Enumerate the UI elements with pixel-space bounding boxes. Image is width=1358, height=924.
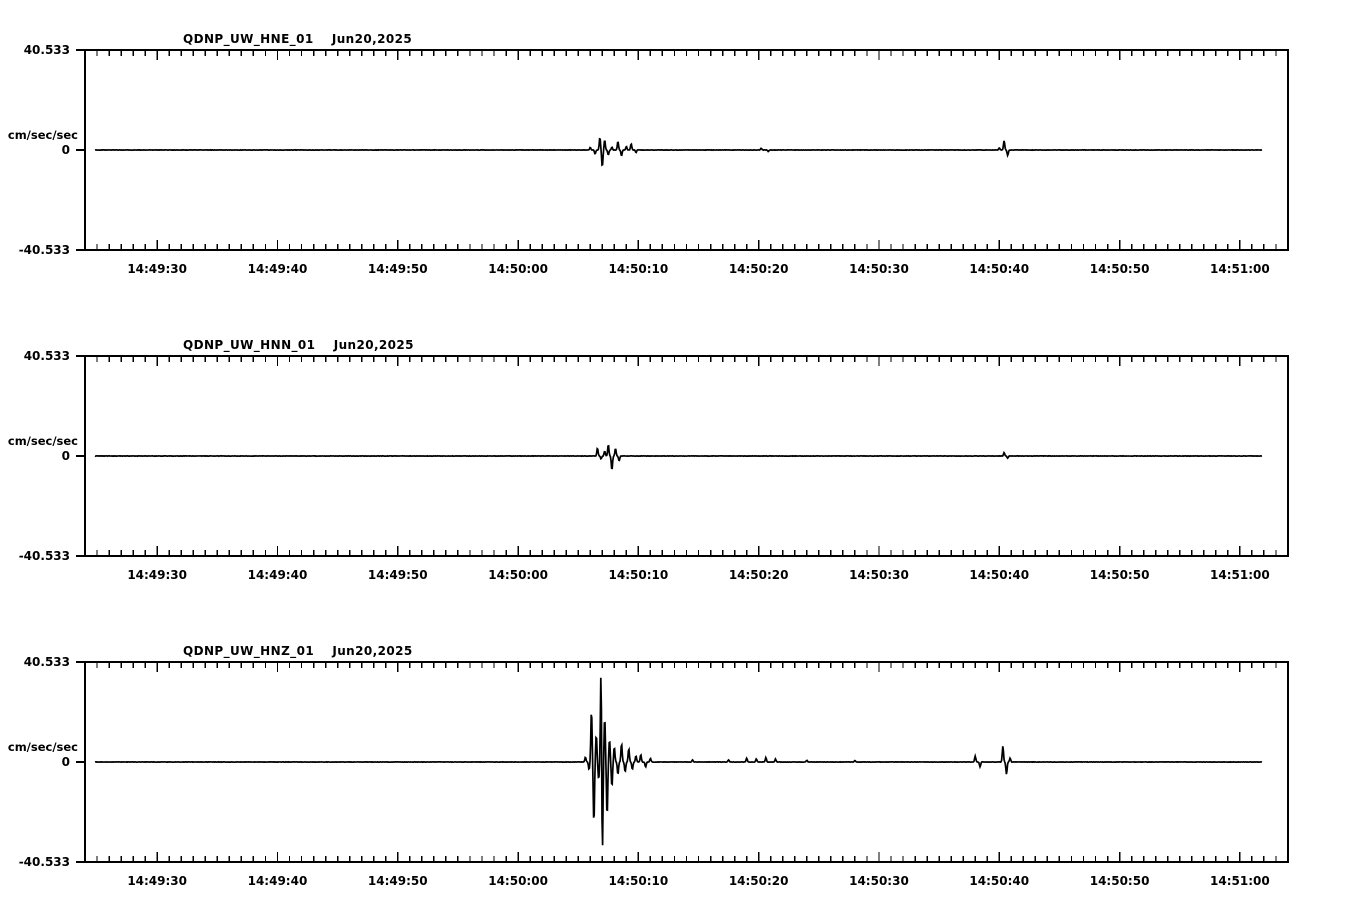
x-tick-label-hne-6: 14:50:30 [849,262,909,276]
y-tick-label-hne-0: 40.533 [23,43,70,57]
plot-canvas-hne [76,49,1289,251]
y-tick-label-hnz-2: -40.533 [18,855,70,869]
x-tick-label-hne-4: 14:50:10 [608,262,669,276]
y-tick-label-hnn-1: 0 [61,449,70,463]
x-tick-label-hne-7: 14:50:40 [969,262,1030,276]
x-tick-label-hnn-6: 14:50:30 [849,568,909,582]
y-tick-label-hne-2: -40.533 [18,243,70,257]
y-tick-label-hne-1: 0 [61,143,70,157]
y-axis-units-hnz: cm/sec/sec [7,740,78,754]
y-axis-units-hne: cm/sec/sec [7,128,78,142]
x-tick-label-hnn-9: 14:51:00 [1210,568,1270,582]
x-tick-label-hnn-7: 14:50:40 [969,568,1030,582]
x-tick-label-hne-5: 14:50:20 [728,262,789,276]
x-tick-label-hnz-2: 14:49:50 [367,874,428,888]
x-tick-label-hnz-5: 14:50:20 [728,874,789,888]
waveform-trace-hnz [94,677,1263,846]
x-tick-label-hnz-3: 14:50:00 [488,874,548,888]
x-tick-label-hne-3: 14:50:00 [488,262,548,276]
x-tick-label-hne-8: 14:50:50 [1089,262,1150,276]
y-tick-label-hnn-0: 40.533 [23,349,70,363]
x-tick-label-hnz-9: 14:51:00 [1210,874,1270,888]
plot-canvas-hnz [76,661,1289,863]
x-tick-label-hnn-5: 14:50:20 [728,568,789,582]
x-tick-label-hnz-7: 14:50:40 [969,874,1030,888]
x-tick-label-hne-1: 14:49:40 [247,262,308,276]
panel-title-hnz: QDNP_UW_HNZ_01 Jun20,2025 [183,644,413,658]
x-tick-label-hnn-0: 14:49:30 [127,568,188,582]
y-tick-label-hnz-0: 40.533 [23,655,70,669]
x-tick-label-hnn-4: 14:50:10 [608,568,669,582]
x-tick-label-hnz-8: 14:50:50 [1089,874,1150,888]
x-tick-label-hnn-2: 14:49:50 [367,568,428,582]
y-tick-label-hnn-2: -40.533 [18,549,70,563]
waveform-trace-hnn [94,444,1263,470]
x-tick-label-hnz-6: 14:50:30 [849,874,909,888]
x-tick-label-hnn-8: 14:50:50 [1089,568,1150,582]
x-tick-label-hnz-0: 14:49:30 [127,874,188,888]
y-axis-units-hnn: cm/sec/sec [7,434,78,448]
x-tick-label-hnz-4: 14:50:10 [608,874,669,888]
x-tick-label-hnn-3: 14:50:00 [488,568,548,582]
panel-title-hnn: QDNP_UW_HNN_01 Jun20,2025 [183,338,414,352]
x-tick-label-hnn-1: 14:49:40 [247,568,308,582]
waveform-trace-hne [94,137,1263,167]
panel-title-hne: QDNP_UW_HNE_01 Jun20,2025 [183,32,413,46]
plot-canvas-hnn [76,355,1289,557]
x-tick-label-hne-2: 14:49:50 [367,262,428,276]
x-tick-label-hnz-1: 14:49:40 [247,874,308,888]
x-tick-label-hne-9: 14:51:00 [1210,262,1270,276]
y-tick-label-hnz-1: 0 [61,755,70,769]
x-tick-label-hne-0: 14:49:30 [127,262,188,276]
